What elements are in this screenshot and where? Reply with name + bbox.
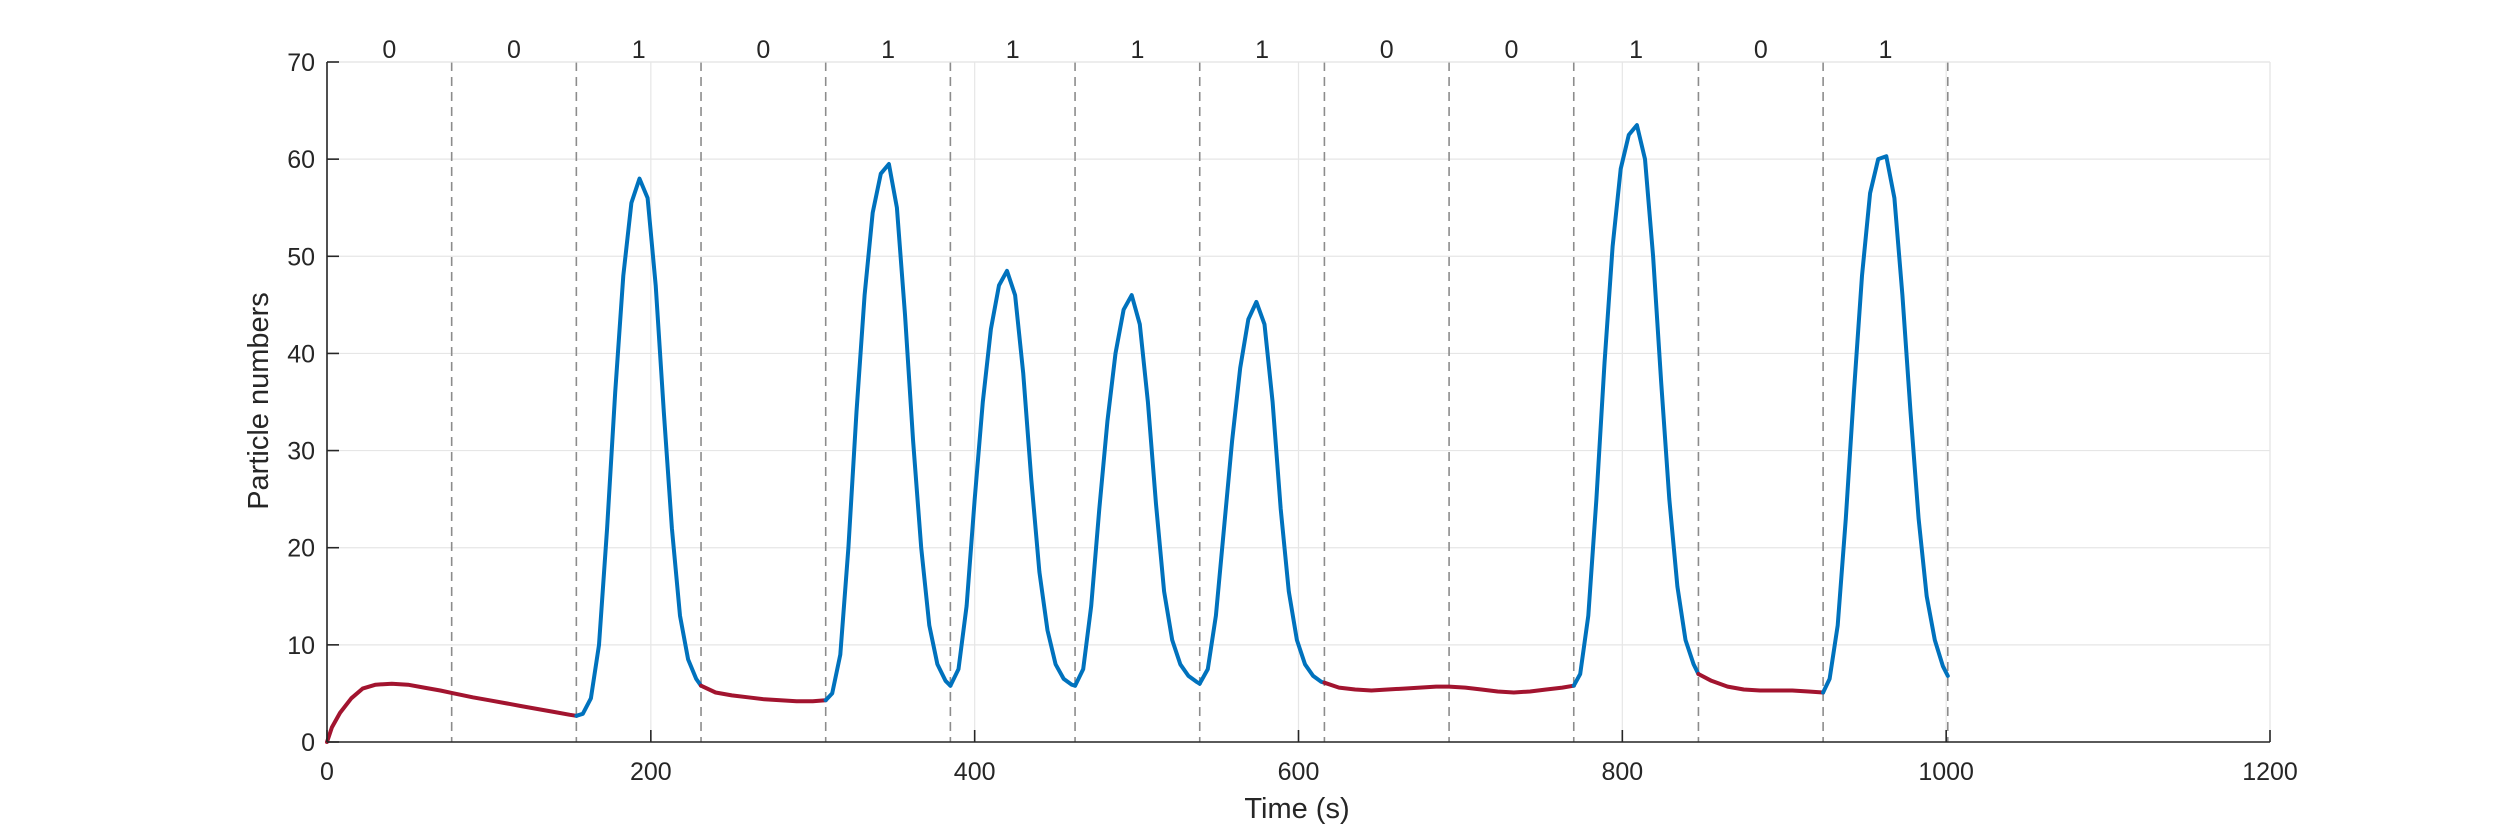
interval-state-label: 1 xyxy=(1255,36,1269,64)
x-tick-label: 800 xyxy=(1601,758,1643,786)
interval-boundaries xyxy=(450,62,1949,742)
y-tick-label: 10 xyxy=(287,632,315,660)
series-lines xyxy=(325,123,1950,744)
y-tick-label: 0 xyxy=(301,729,315,757)
series-segment-state-1 xyxy=(948,268,1078,688)
series-segment-state-1 xyxy=(1821,154,1950,695)
interval-labels: 0 0 1 0 1 1 1 1 0 0 1 0 1 xyxy=(382,36,1892,64)
y-tick-label: 30 xyxy=(287,438,315,466)
interval-state-label: 0 xyxy=(1380,36,1394,64)
x-tick-label: 1200 xyxy=(2242,758,2298,786)
interval-state-label: 0 xyxy=(1754,36,1768,64)
y-tick-label: 70 xyxy=(287,49,315,77)
interval-state-label: 1 xyxy=(1006,36,1020,64)
tick-labels: 0 200 400 600 800 1000 1200 0 10 20 30 40 50 60 70 xyxy=(287,49,2298,786)
y-tick-label: 60 xyxy=(287,146,315,174)
interval-state-label: 0 xyxy=(1504,36,1518,64)
series-segment-state-0 xyxy=(1322,680,1576,695)
y-axis-label: Particle numbers xyxy=(243,292,275,510)
interval-state-label: 1 xyxy=(1130,36,1144,64)
series-segment-state-0 xyxy=(699,683,828,704)
interval-state-label: 1 xyxy=(881,36,895,64)
interval-state-label: 1 xyxy=(1629,36,1643,64)
x-tick-label: 0 xyxy=(320,758,334,786)
y-tick-label: 40 xyxy=(287,340,315,368)
x-tick-label: 1000 xyxy=(1918,758,1974,786)
series-segment-state-1 xyxy=(574,176,703,718)
y-tick-label: 20 xyxy=(287,535,315,563)
series-segment-state-0 xyxy=(325,681,579,744)
interval-state-label: 1 xyxy=(1878,36,1892,64)
series-segment-state-1 xyxy=(823,162,953,703)
series-segment-state-1 xyxy=(1571,123,1701,688)
interval-state-label: 0 xyxy=(507,36,521,64)
interval-state-label: 0 xyxy=(756,36,770,64)
series-segment-state-0 xyxy=(1696,672,1826,695)
series-segment-state-1 xyxy=(1197,299,1327,686)
x-tick-label: 400 xyxy=(954,758,996,786)
x-axis-label: Time (s) xyxy=(1244,793,1349,825)
grid-lines xyxy=(326,61,2271,743)
series-segment-state-1 xyxy=(1073,293,1202,688)
x-tick-label: 200 xyxy=(630,758,672,786)
y-tick-label: 50 xyxy=(287,243,315,271)
interval-state-label: 0 xyxy=(382,36,396,64)
interval-state-label: 1 xyxy=(632,36,646,64)
x-tick-label: 600 xyxy=(1278,758,1320,786)
